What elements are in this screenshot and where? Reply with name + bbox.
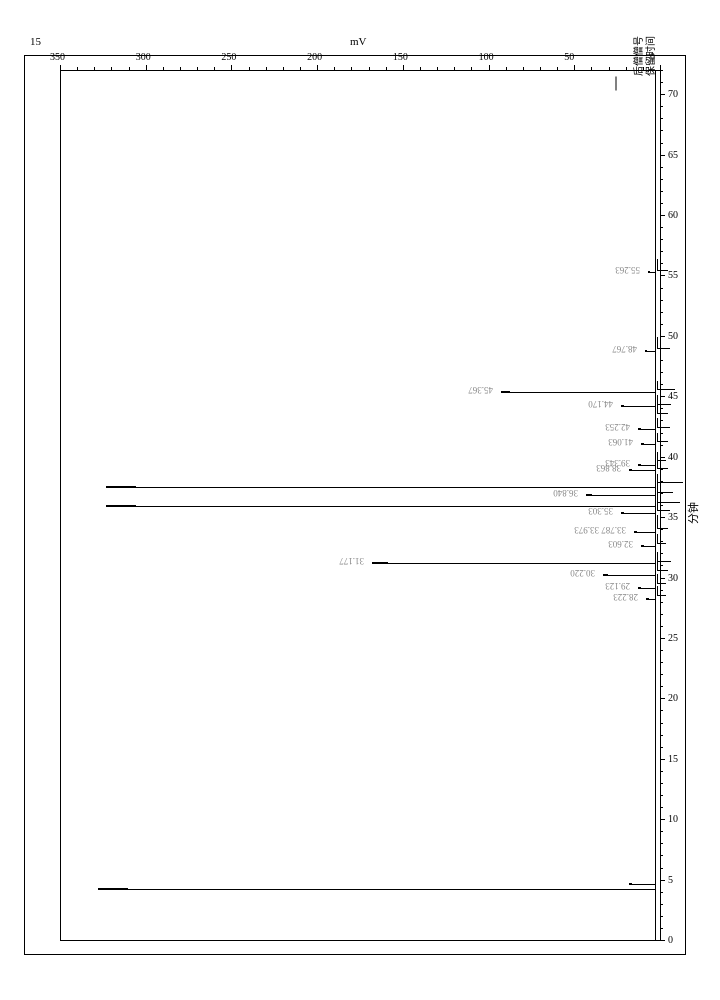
chromatogram-peak bbox=[621, 406, 655, 407]
integration-marker bbox=[657, 574, 666, 584]
peak-rt-label: 29.123 bbox=[605, 581, 630, 591]
x-tick-label: 55 bbox=[668, 270, 678, 281]
chromatogram-peak bbox=[98, 889, 655, 890]
peak-rt-label: 45.367 bbox=[468, 385, 493, 395]
y-axis-label: mV bbox=[350, 36, 367, 48]
legend-sample-line bbox=[616, 77, 617, 91]
integration-marker bbox=[657, 501, 670, 511]
peak-rt-label: 31.177 bbox=[339, 556, 364, 566]
integration-marker bbox=[657, 418, 670, 428]
integration-marker bbox=[657, 259, 668, 271]
peak-rt-label: 48.767 bbox=[612, 344, 637, 354]
peak-rt-label: 44.170 bbox=[588, 399, 613, 409]
x-tick-label: 10 bbox=[668, 814, 678, 825]
chromatogram-peak bbox=[603, 575, 654, 576]
integration-marker bbox=[657, 515, 668, 530]
y-tick-label: 300 bbox=[136, 52, 151, 63]
integration-marker bbox=[657, 483, 673, 493]
peak-rt-label: 42.253 bbox=[605, 422, 630, 432]
peak-rt-label: 32.603 bbox=[608, 539, 633, 549]
chromatogram-peak bbox=[646, 599, 655, 600]
x-tick-label: 30 bbox=[668, 573, 678, 584]
peak-rt-label: 35.303 bbox=[588, 506, 613, 516]
chromatogram-peak bbox=[645, 351, 655, 352]
chromatogram-peak bbox=[641, 444, 655, 445]
integration-marker bbox=[657, 474, 684, 484]
y-tick-label: 100 bbox=[479, 52, 494, 63]
x-tick-label: 15 bbox=[668, 754, 678, 765]
y-tick-label: 250 bbox=[221, 52, 236, 63]
x-tick-label: 0 bbox=[668, 935, 673, 946]
peak-rt-label: 41.063 bbox=[608, 437, 633, 447]
integration-marker bbox=[657, 381, 675, 391]
chromatogram-peak bbox=[501, 392, 655, 393]
chromatogram-baseline bbox=[655, 70, 656, 940]
x-tick-label: 25 bbox=[668, 633, 678, 644]
x-axis-label: 分钟 bbox=[685, 502, 701, 524]
integration-marker bbox=[657, 493, 680, 503]
x-tick-label: 70 bbox=[668, 89, 678, 100]
peak-rt-label: 36.840 bbox=[554, 488, 579, 498]
chromatogram-peak bbox=[638, 465, 655, 466]
integration-marker bbox=[657, 586, 666, 596]
x-tick-label: 35 bbox=[668, 512, 678, 523]
chromatogram-peak bbox=[641, 546, 655, 547]
peak-rt-label: 39.343 bbox=[605, 458, 630, 468]
chromatogram-peak bbox=[648, 272, 655, 273]
chromatogram-peak bbox=[106, 506, 655, 507]
x-tick-label: 60 bbox=[668, 210, 678, 221]
integration-marker bbox=[657, 552, 672, 562]
y-tick-label: 0 bbox=[650, 52, 655, 63]
chromatogram-peak bbox=[586, 495, 655, 496]
y-tick-label: 150 bbox=[393, 52, 408, 63]
peak-rt-label: 33.787 33.973 bbox=[575, 525, 627, 535]
x-tick-label: 5 bbox=[668, 875, 673, 886]
peak-rt-label: 55.263 bbox=[615, 265, 640, 275]
y-tick-label: 350 bbox=[50, 52, 65, 63]
chromatogram-peak bbox=[629, 470, 655, 471]
integration-marker bbox=[657, 534, 666, 544]
integration-marker bbox=[657, 452, 666, 462]
chromatogram-peak bbox=[638, 429, 655, 430]
integration-marker bbox=[657, 562, 668, 572]
chromatogram-peak bbox=[638, 588, 655, 589]
peak-rt-label: 30.220 bbox=[571, 568, 596, 578]
x-tick-label: 20 bbox=[668, 693, 678, 704]
peak-rt-label: 28.223 bbox=[614, 592, 639, 602]
y-axis-line bbox=[60, 70, 660, 71]
integration-marker bbox=[657, 395, 672, 405]
integration-marker bbox=[657, 433, 668, 443]
chromatogram-peak bbox=[372, 563, 655, 564]
chromatogram-peak bbox=[634, 532, 655, 533]
integration-marker bbox=[657, 337, 670, 349]
chromatogram-peak bbox=[621, 513, 655, 514]
y-tick-label: 200 bbox=[307, 52, 322, 63]
chart-number-label: 15 bbox=[30, 36, 41, 48]
y-tick-label: 50 bbox=[564, 52, 574, 63]
x-tick-label: 65 bbox=[668, 150, 678, 161]
integration-marker bbox=[657, 405, 668, 415]
x-tick-label: 40 bbox=[668, 452, 678, 463]
chromatogram-peak bbox=[629, 884, 655, 885]
